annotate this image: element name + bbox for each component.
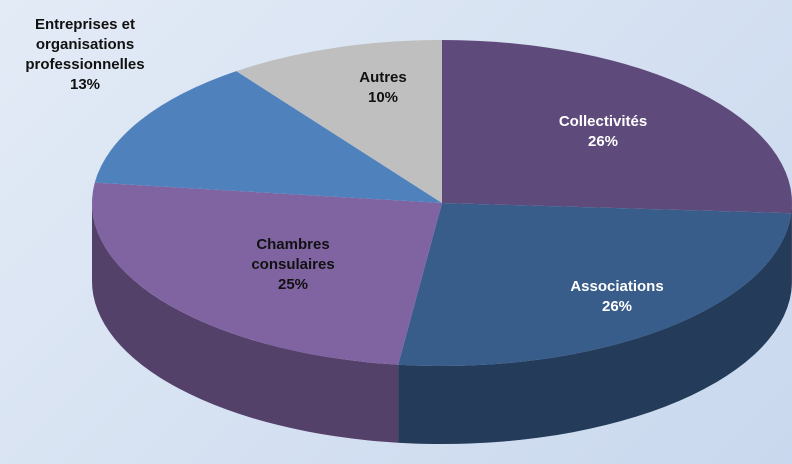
label-value: 26% — [601, 298, 633, 315]
slice — [398, 203, 792, 366]
label-category: Collectivités — [558, 113, 648, 130]
data-label: Entreprises et organisations professionn… — [0, 15, 173, 95]
label-category: Chambres consulaires — [251, 236, 335, 273]
label-category: Entreprises et organisations professionn… — [25, 16, 145, 73]
data-label: Collectivités 26% — [533, 112, 673, 152]
label-value: 10% — [367, 89, 399, 106]
data-label: Associations 26% — [547, 277, 687, 317]
side-shade — [92, 203, 399, 443]
data-label: Chambres consulaires 25% — [223, 235, 363, 295]
slice — [442, 40, 792, 214]
label-value: 25% — [277, 276, 309, 293]
label-value: 13% — [69, 76, 101, 93]
slice-side — [398, 213, 792, 444]
slice — [236, 40, 442, 203]
slice — [92, 182, 443, 365]
label-category: Associations — [570, 278, 664, 295]
side-shade — [398, 213, 792, 444]
label-category: Autres — [359, 69, 407, 86]
slice-side — [92, 203, 399, 443]
data-label: Autres 10% — [333, 68, 433, 108]
label-value: 26% — [587, 133, 619, 150]
slice — [94, 71, 442, 203]
